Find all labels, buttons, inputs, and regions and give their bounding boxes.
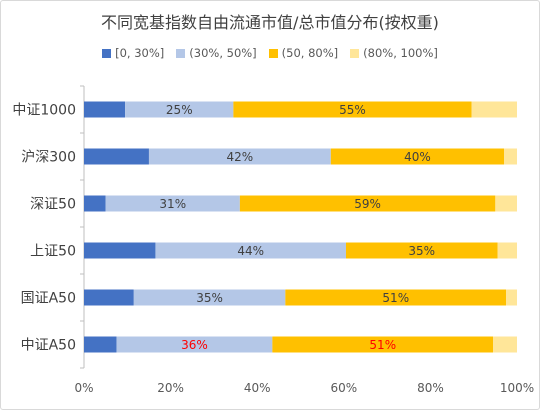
x-tick-label: 0% bbox=[74, 381, 93, 395]
data-label: 35% bbox=[408, 244, 435, 258]
bar-segment bbox=[84, 102, 125, 118]
x-tick-label: 20% bbox=[157, 381, 184, 395]
data-label: 31% bbox=[159, 197, 186, 211]
data-label: 44% bbox=[237, 244, 264, 258]
data-label: 51% bbox=[369, 338, 396, 352]
x-tick-label: 100% bbox=[500, 381, 534, 395]
data-label: 42% bbox=[227, 150, 254, 164]
category-label: 国证A50 bbox=[21, 291, 76, 307]
category-label: 上证50 bbox=[30, 244, 76, 260]
category-label: 中证A50 bbox=[21, 338, 76, 354]
bar-segment bbox=[84, 243, 155, 259]
bar-segment bbox=[506, 290, 517, 306]
bar-segment bbox=[84, 290, 134, 306]
data-label: 35% bbox=[196, 291, 223, 305]
category-label: 沪深300 bbox=[21, 150, 76, 166]
category-label: 中证1000 bbox=[12, 103, 76, 119]
data-label: 25% bbox=[166, 103, 193, 117]
data-label: 59% bbox=[354, 197, 381, 211]
x-tick-label: 40% bbox=[244, 381, 271, 395]
bar-segment bbox=[84, 149, 149, 165]
x-tick-label: 80% bbox=[417, 381, 444, 395]
bar-segment bbox=[504, 149, 517, 165]
data-label: 40% bbox=[404, 150, 431, 164]
data-label: 51% bbox=[382, 291, 409, 305]
bar-segment bbox=[493, 337, 517, 353]
bar-segment bbox=[498, 243, 517, 259]
bar-segment bbox=[495, 196, 517, 212]
data-label: 36% bbox=[181, 338, 208, 352]
bar-segment bbox=[84, 196, 106, 212]
data-label: 55% bbox=[339, 103, 366, 117]
bar-segment bbox=[472, 102, 517, 118]
bar-segment bbox=[84, 337, 116, 353]
category-label: 深证50 bbox=[30, 197, 76, 213]
x-tick-label: 60% bbox=[330, 381, 357, 395]
